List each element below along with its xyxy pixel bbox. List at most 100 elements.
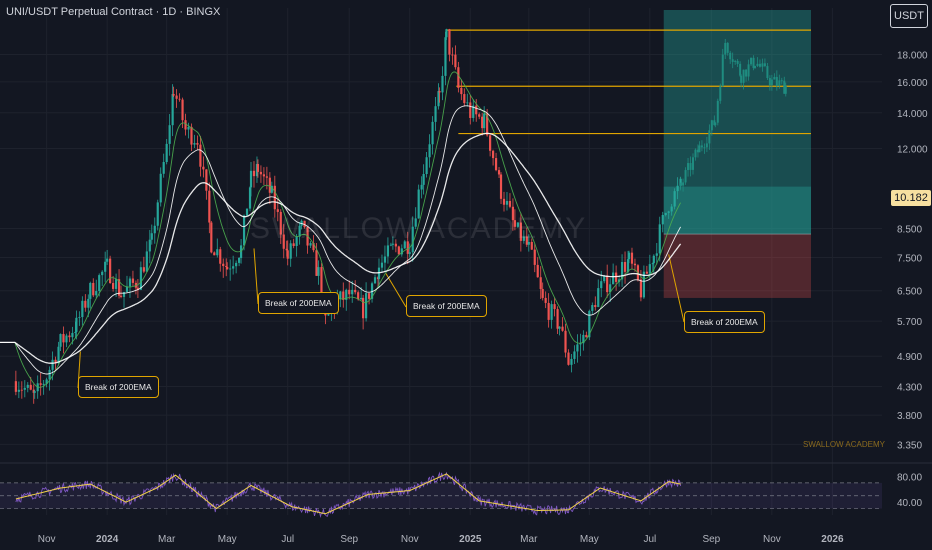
candle-body <box>620 262 624 280</box>
candle-body <box>609 284 612 293</box>
x-tick-label: Mar <box>158 534 176 545</box>
candle-body <box>441 75 444 93</box>
candle-body <box>145 251 148 272</box>
candle-body <box>42 383 45 385</box>
last-price-tag: 10.182 <box>891 190 931 206</box>
candle-body <box>417 189 420 219</box>
candle-body <box>226 266 229 270</box>
x-tick-label: 2026 <box>821 534 844 545</box>
annotation-break-200ema: Break of 200EMA <box>684 311 765 333</box>
candle-body <box>600 281 603 289</box>
candle-body <box>428 144 431 158</box>
candles <box>14 28 787 404</box>
x-tick-label: Jul <box>643 534 656 545</box>
candle-body <box>62 334 65 343</box>
candle-body <box>229 268 232 270</box>
candle-body <box>623 262 627 272</box>
x-tick-label: 2024 <box>96 534 119 545</box>
candle-body <box>357 292 360 300</box>
projection-body <box>750 57 753 65</box>
candle-body <box>320 267 323 301</box>
projection-body <box>698 145 701 153</box>
candle-body <box>633 263 637 266</box>
projection-body <box>700 145 703 148</box>
annotation-leader <box>668 254 685 323</box>
candle-body <box>196 143 199 145</box>
candle-body <box>193 143 196 145</box>
candle-body <box>199 144 202 167</box>
projection-body <box>703 147 706 149</box>
projection-body <box>740 75 743 83</box>
candle-body <box>478 114 481 117</box>
projection-body <box>783 80 786 94</box>
x-axis: Nov 2024 Mar May Jul Sep Nov 2025 Mar May Jul Sep No… <box>38 534 844 545</box>
candle-body <box>119 295 123 297</box>
chart-title: UNI/USDT Perpetual Contract · 1D · BINGX <box>6 6 221 18</box>
candle-body <box>20 389 23 391</box>
candle-body <box>642 271 645 298</box>
candle-body <box>289 243 292 259</box>
projection-body <box>710 120 713 131</box>
candle-body <box>639 279 643 298</box>
candle-body <box>367 293 371 299</box>
candle-body <box>219 249 222 264</box>
annotation-leader <box>253 248 259 305</box>
target-zone-inner <box>663 186 811 235</box>
candle-body <box>658 224 661 254</box>
annotation-break-200ema: Break of 200EMA <box>258 292 339 314</box>
candle-body <box>377 267 381 280</box>
candle-body <box>494 158 498 171</box>
candle-body <box>431 121 434 145</box>
candle-body <box>95 291 98 296</box>
candle-body <box>460 87 463 95</box>
candle-body <box>327 314 330 316</box>
candle-body <box>573 351 576 359</box>
projection-body <box>684 170 687 183</box>
currency-unit-button[interactable]: USDT <box>890 4 928 28</box>
candle-body <box>362 297 365 319</box>
candle-body <box>499 174 503 199</box>
candle-body <box>312 243 315 251</box>
y-tick-label: 8.500 <box>897 224 922 235</box>
rsi-tick-label: 40.00 <box>897 498 922 509</box>
candle-body <box>513 220 517 227</box>
y-tick-label: 5.700 <box>897 317 922 328</box>
candle-body <box>612 272 615 285</box>
candle-body <box>386 245 390 257</box>
projection-body <box>780 80 783 82</box>
candle-body <box>505 200 509 205</box>
projection-body <box>731 59 734 62</box>
candle-body <box>561 326 564 331</box>
candle-body <box>142 267 145 272</box>
projection-body <box>694 149 697 158</box>
annotation-break-200ema: Break of 200EMA <box>78 376 159 398</box>
candle-body <box>591 305 594 311</box>
candle-body <box>491 150 495 159</box>
candle-body <box>259 171 263 175</box>
projection-body <box>705 143 708 148</box>
candle-body <box>252 170 256 177</box>
candle-body <box>98 275 101 292</box>
candle-body <box>389 244 392 246</box>
candle-body <box>276 209 279 212</box>
candle-body <box>92 282 95 296</box>
y-tick-label: 14.000 <box>897 109 928 120</box>
projection-body <box>729 52 732 60</box>
candle-body <box>437 91 440 107</box>
candle-body <box>74 331 77 333</box>
candle-body <box>232 266 235 269</box>
candle-body <box>202 166 205 170</box>
candle-body <box>544 297 547 303</box>
stop-zone <box>663 234 811 298</box>
candle-body <box>383 256 387 263</box>
x-tick-label: May <box>580 534 599 545</box>
annotation-leader <box>385 273 407 308</box>
projection-body <box>736 60 739 64</box>
candle-body <box>420 184 423 190</box>
candle-body <box>165 143 168 163</box>
x-tick-label: May <box>218 534 237 545</box>
ema-mid-line <box>0 105 681 375</box>
candle-body <box>285 248 288 251</box>
candle-body <box>139 267 142 290</box>
